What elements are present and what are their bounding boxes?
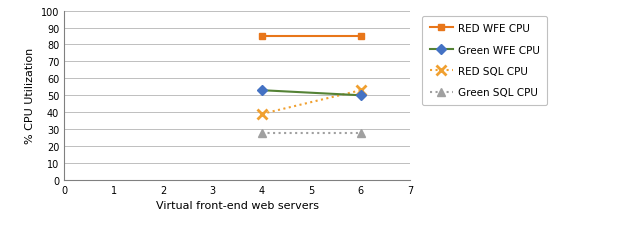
Y-axis label: % CPU Utilization: % CPU Utilization (25, 48, 35, 144)
Legend: RED WFE CPU, Green WFE CPU, RED SQL CPU, Green SQL CPU: RED WFE CPU, Green WFE CPU, RED SQL CPU,… (422, 17, 547, 105)
X-axis label: Virtual front-end web servers: Virtual front-end web servers (156, 201, 319, 210)
